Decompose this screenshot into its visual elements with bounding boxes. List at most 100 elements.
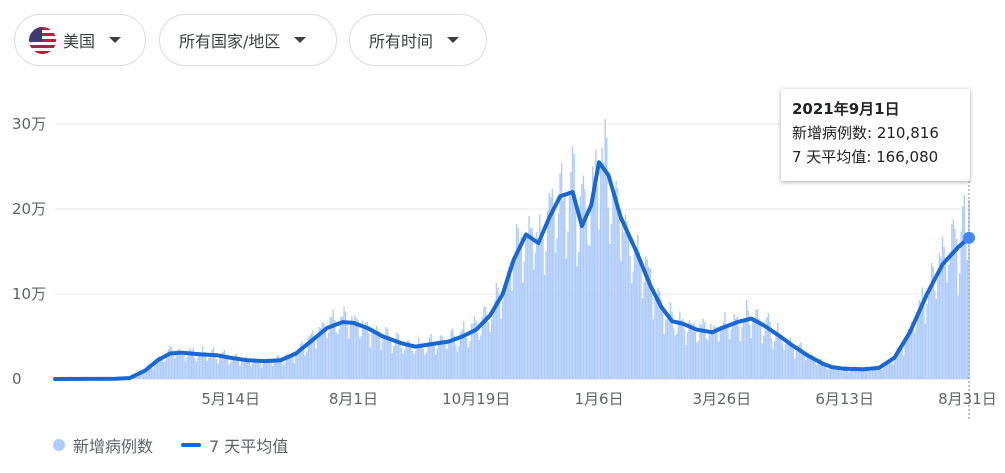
- daily-cases-bar: [413, 353, 415, 379]
- daily-cases-bar: [826, 369, 829, 379]
- daily-cases-bar: [539, 214, 541, 379]
- chevron-down-icon: [109, 37, 122, 43]
- daily-cases-bar: [640, 258, 642, 379]
- daily-cases-bar: [313, 338, 316, 379]
- daily-cases-bar: [722, 322, 725, 379]
- daily-cases-bar: [669, 302, 672, 379]
- daily-cases-bar: [192, 347, 194, 379]
- daily-cases-bar: [484, 306, 487, 379]
- daily-cases-bar: [382, 338, 384, 379]
- daily-cases-bar: [587, 244, 589, 379]
- daily-cases-bar: [525, 235, 527, 379]
- daily-cases-bar: [348, 338, 350, 379]
- daily-cases-bar: [158, 356, 160, 379]
- country-dropdown[interactable]: 美国: [14, 14, 146, 66]
- daily-cases-bar: [700, 325, 703, 379]
- daily-cases-bar: [175, 354, 177, 379]
- daily-cases-bar: [596, 185, 599, 379]
- time-range-dropdown[interactable]: 所有时间: [349, 14, 487, 66]
- daily-cases-bar: [335, 332, 337, 379]
- daily-cases-bar: [170, 347, 173, 379]
- daily-cases-bar: [888, 360, 891, 379]
- daily-cases-bar: [912, 322, 914, 379]
- tooltip-average-row: 7 天平均值: 166,080: [792, 148, 939, 166]
- daily-cases-bar: [775, 333, 777, 379]
- daily-cases-bar: [937, 279, 939, 379]
- daily-cases-bar: [292, 357, 294, 379]
- chart-tooltip: 2021年9月1日 新增病例数: 210,816 7 天平均值: 166,080: [781, 89, 970, 181]
- daily-cases-bar: [400, 347, 403, 379]
- daily-cases-bar: [944, 258, 947, 379]
- daily-cases-bar: [232, 358, 235, 379]
- daily-cases-bar: [708, 333, 711, 379]
- daily-cases-bar: [456, 351, 459, 379]
- daily-cases-bar: [427, 346, 429, 379]
- daily-cases-bar: [629, 255, 631, 379]
- daily-cases-bar: [156, 358, 159, 379]
- daily-cases-bar: [472, 323, 474, 379]
- daily-cases-bar: [301, 341, 303, 379]
- daily-cases-bar: [683, 329, 686, 379]
- daily-cases-bar: [279, 357, 282, 379]
- daily-cases-bar: [658, 290, 661, 379]
- daily-cases-bar: [380, 349, 383, 379]
- daily-cases-bar: [147, 364, 149, 379]
- daily-cases-bar: [200, 354, 202, 379]
- daily-cases-bar: [340, 316, 342, 379]
- daily-cases-bar: [509, 262, 512, 379]
- daily-cases-bar: [637, 234, 639, 379]
- daily-cases-bar: [445, 349, 448, 379]
- daily-cases-bar: [220, 353, 222, 379]
- daily-cases-bar: [767, 313, 770, 379]
- x-tick-label: 5月14日: [201, 390, 260, 408]
- x-tick-label: 6月13日: [815, 390, 874, 408]
- daily-cases-bar: [431, 344, 434, 379]
- daily-cases-bar: [831, 365, 833, 379]
- daily-cases-bar: [534, 252, 536, 379]
- daily-cases-bar: [713, 325, 715, 379]
- daily-cases-bar: [550, 197, 552, 379]
- daily-cases-bar: [837, 370, 840, 379]
- daily-cases-bar: [321, 322, 323, 379]
- daily-cases-bar: [503, 286, 505, 379]
- daily-cases-bar: [259, 361, 261, 379]
- daily-cases-bar: [169, 345, 171, 379]
- daily-cases-bar: [801, 350, 804, 379]
- daily-cases-bar: [756, 308, 759, 379]
- tooltip-cases-label: 新增病例数: [792, 124, 868, 142]
- daily-cases-bar: [871, 368, 874, 379]
- region-dropdown[interactable]: 所有国家/地区: [159, 14, 337, 66]
- daily-cases-bar: [368, 333, 370, 379]
- daily-cases-bar: [842, 367, 844, 379]
- daily-cases-bar: [492, 312, 494, 379]
- daily-cases-bar: [657, 287, 659, 379]
- daily-cases-bar: [304, 355, 306, 379]
- daily-cases-bar: [772, 348, 774, 379]
- daily-cases-bar: [791, 345, 793, 379]
- daily-cases-bar: [458, 345, 460, 379]
- daily-cases-bar: [604, 119, 606, 379]
- tooltip-date: 2021年9月1日: [792, 100, 900, 118]
- x-tick-label: 3月26日: [693, 390, 752, 408]
- country-label: 美国: [63, 32, 96, 51]
- daily-cases-bar: [806, 356, 808, 379]
- daily-cases-bar: [761, 343, 763, 379]
- daily-cases-bar: [226, 356, 229, 379]
- daily-cases-bar: [543, 274, 546, 379]
- daily-cases-bar: [341, 316, 344, 379]
- daily-cases-bar: [960, 231, 962, 379]
- daily-cases-bar: [198, 353, 201, 379]
- daily-cases-bar: [436, 348, 439, 379]
- daily-cases-bar: [652, 319, 655, 379]
- daily-cases-bar: [783, 349, 785, 379]
- daily-cases-bar: [217, 363, 219, 379]
- daily-cases-bar: [223, 349, 226, 379]
- daily-cases-bar: [542, 238, 544, 379]
- daily-cases-bar: [307, 337, 309, 379]
- y-tick-label: 10万: [12, 285, 46, 303]
- daily-cases-bar: [834, 366, 836, 379]
- daily-cases-bar: [571, 146, 574, 379]
- daily-cases-bar: [138, 373, 140, 379]
- daily-cases-bar: [452, 328, 454, 379]
